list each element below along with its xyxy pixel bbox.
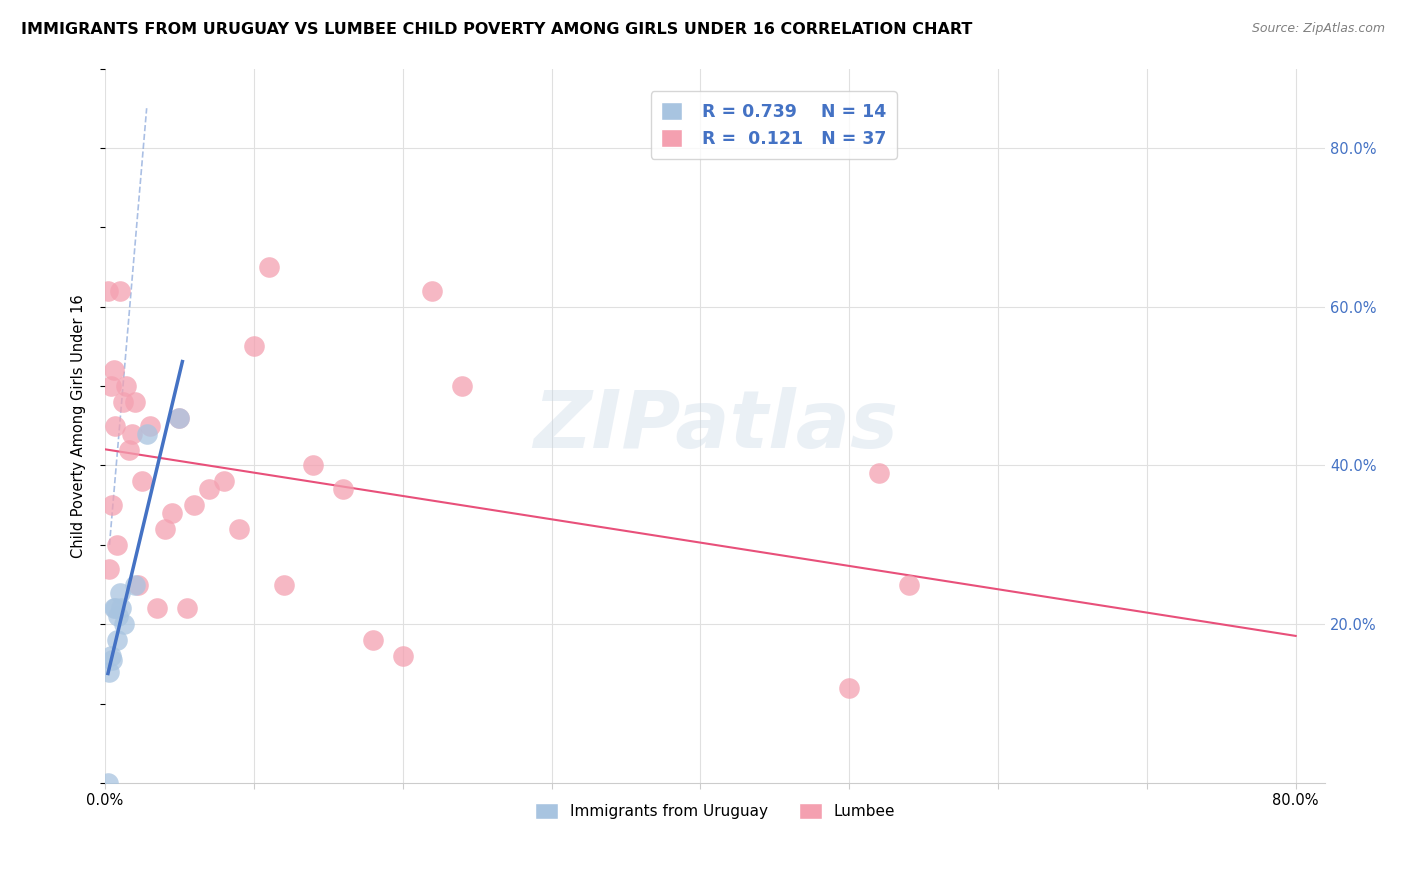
- Point: [183, 498, 205, 512]
- Point: [135, 426, 157, 441]
- Point: [124, 395, 146, 409]
- Point: [101, 653, 124, 667]
- Point: [100, 648, 122, 663]
- Point: [302, 458, 325, 473]
- Point: [212, 475, 235, 489]
- Point: [103, 601, 125, 615]
- Point: [97, 776, 120, 790]
- Point: [121, 426, 143, 441]
- Point: [391, 648, 413, 663]
- Point: [257, 260, 280, 274]
- Point: [146, 601, 169, 615]
- Point: [114, 379, 136, 393]
- Point: [104, 601, 127, 615]
- Text: ZIPatlas: ZIPatlas: [533, 387, 897, 465]
- Text: Source: ZipAtlas.com: Source: ZipAtlas.com: [1251, 22, 1385, 36]
- Point: [273, 577, 295, 591]
- Point: [111, 395, 134, 409]
- Y-axis label: Child Poverty Among Girls Under 16: Child Poverty Among Girls Under 16: [72, 294, 86, 558]
- Point: [361, 633, 384, 648]
- Text: IMMIGRANTS FROM URUGUAY VS LUMBEE CHILD POVERTY AMONG GIRLS UNDER 16 CORRELATION: IMMIGRANTS FROM URUGUAY VS LUMBEE CHILD …: [21, 22, 973, 37]
- Point: [169, 410, 191, 425]
- Point: [100, 379, 122, 393]
- Point: [228, 522, 250, 536]
- Point: [98, 665, 121, 679]
- Point: [160, 506, 183, 520]
- Point: [108, 284, 131, 298]
- Point: [243, 339, 266, 353]
- Point: [838, 681, 860, 695]
- Point: [108, 585, 131, 599]
- Point: [124, 577, 146, 591]
- Point: [897, 577, 920, 591]
- Point: [332, 483, 354, 497]
- Point: [112, 617, 135, 632]
- Point: [97, 284, 120, 298]
- Point: [101, 498, 124, 512]
- Point: [868, 467, 890, 481]
- Point: [198, 483, 221, 497]
- Point: [169, 410, 191, 425]
- Point: [105, 633, 128, 648]
- Point: [176, 601, 198, 615]
- Point: [118, 442, 141, 457]
- Point: [98, 562, 121, 576]
- Point: [138, 418, 160, 433]
- Point: [127, 577, 149, 591]
- Point: [131, 475, 153, 489]
- Point: [104, 418, 127, 433]
- Legend: Immigrants from Uruguay, Lumbee: Immigrants from Uruguay, Lumbee: [529, 797, 901, 825]
- Point: [451, 379, 474, 393]
- Point: [422, 284, 444, 298]
- Point: [153, 522, 176, 536]
- Point: [110, 601, 132, 615]
- Point: [103, 363, 125, 377]
- Point: [105, 538, 128, 552]
- Point: [107, 609, 129, 624]
